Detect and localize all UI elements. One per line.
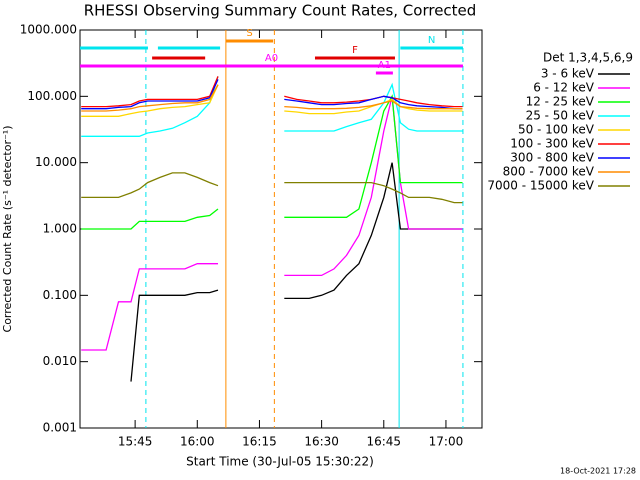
flag-label: N bbox=[428, 35, 435, 46]
x-tick-label: 15:45 bbox=[118, 435, 153, 449]
x-tick-label: 16:15 bbox=[242, 435, 277, 449]
legend-label: 100 - 300 keV bbox=[510, 137, 594, 151]
x-tick-label: 17:00 bbox=[429, 435, 464, 449]
legend-label: 6 - 12 keV bbox=[533, 81, 595, 95]
legend-label: 800 - 7000 keV bbox=[503, 165, 595, 179]
legend-label: 3 - 6 keV bbox=[541, 67, 595, 81]
x-tick-label: 16:30 bbox=[304, 435, 339, 449]
y-tick-label: 0.100 bbox=[43, 288, 77, 302]
legend-title: Det 1,3,4,5,6,9 bbox=[543, 51, 633, 65]
flag-label: S bbox=[246, 28, 252, 39]
series-line bbox=[81, 76, 463, 108]
legend-label: 50 - 100 keV bbox=[518, 123, 595, 137]
x-tick-label: 16:00 bbox=[180, 435, 215, 449]
series-line bbox=[81, 84, 463, 112]
y-tick-label: 10.000 bbox=[35, 155, 77, 169]
legend-label: 12 - 25 keV bbox=[526, 95, 595, 109]
y-tick-label: 0.001 bbox=[43, 421, 77, 435]
x-axis-label: Start Time (30-Jul-05 15:30:22) bbox=[186, 455, 374, 469]
legend-label: 7000 - 15000 keV bbox=[487, 179, 594, 193]
y-axis-label: Corrected Count Rate (s⁻¹ detector⁻¹) bbox=[1, 126, 14, 333]
y-tick-label: 0.010 bbox=[43, 354, 77, 368]
y-tick-label: 100.000 bbox=[27, 89, 77, 103]
legend-label: 25 - 50 keV bbox=[526, 109, 595, 123]
footer: 18-Oct-2021 17:28 bbox=[560, 467, 636, 476]
flag-label: A0 bbox=[265, 53, 278, 64]
series-line bbox=[81, 96, 463, 351]
series-line bbox=[81, 172, 463, 204]
flag-label: F bbox=[352, 45, 358, 56]
y-tick-label: 1.000 bbox=[43, 222, 77, 236]
series-line bbox=[81, 79, 463, 110]
flag-label: A1 bbox=[378, 60, 391, 71]
x-tick-label: 16:45 bbox=[366, 435, 401, 449]
legend-label: 300 - 800 keV bbox=[510, 151, 594, 165]
y-tick-label: 1000.000 bbox=[20, 23, 77, 37]
chart-title: RHESSI Observing Summary Count Rates, Co… bbox=[84, 2, 477, 20]
series-line bbox=[81, 94, 463, 230]
series-line bbox=[130, 162, 463, 382]
